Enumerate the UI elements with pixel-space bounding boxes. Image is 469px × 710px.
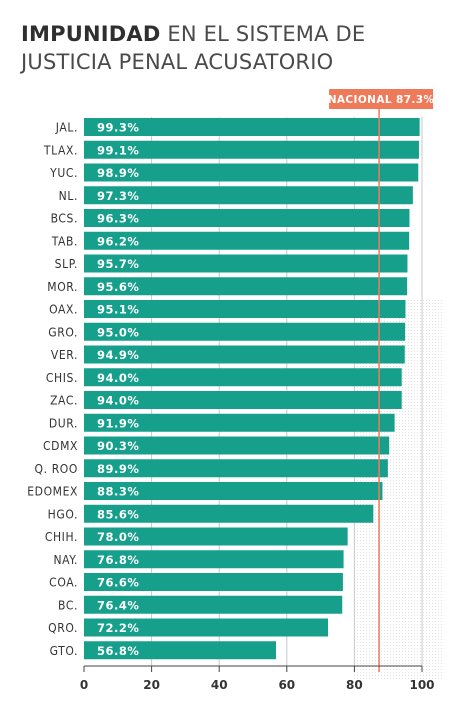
value-label-8: 95.1% — [97, 303, 139, 317]
value-label-18: 78.0% — [97, 530, 139, 544]
reference-label: NACIONAL 87.3% — [328, 94, 435, 106]
title-line2: JUSTICIA PENAL ACUSATORIO — [21, 50, 334, 74]
bar-21 — [84, 595, 343, 614]
category-label-13: DUR. — [49, 416, 78, 430]
x-tick-label-20: 20 — [143, 678, 160, 692]
bar-22 — [84, 618, 329, 637]
x-tick-label-100: 100 — [409, 678, 434, 692]
value-label-21: 76.4% — [97, 598, 139, 612]
bar-0 — [84, 118, 420, 136]
value-label-7: 95.6% — [97, 280, 139, 294]
value-label-6: 95.7% — [97, 257, 139, 271]
category-label-3: NL. — [59, 189, 78, 203]
value-label-5: 96.2% — [97, 234, 139, 248]
category-label-7: MOR. — [47, 280, 78, 294]
bar-14 — [84, 436, 390, 455]
bar-11 — [84, 368, 402, 387]
category-label-4: BCS. — [51, 212, 78, 226]
category-label-1: TLAX. — [43, 143, 78, 157]
bar-8 — [84, 300, 406, 318]
value-label-19: 76.8% — [97, 553, 139, 567]
value-label-13: 91.9% — [97, 416, 139, 430]
category-label-21: BC. — [58, 598, 78, 612]
bar-19 — [84, 550, 344, 569]
bar-17 — [84, 504, 374, 523]
bar-3 — [84, 186, 413, 205]
category-label-9: GRO. — [48, 325, 78, 339]
category-label-6: SLP. — [55, 257, 78, 271]
bar-18 — [84, 527, 348, 546]
bar-7 — [84, 277, 408, 296]
bar-10 — [84, 345, 405, 364]
category-label-12: ZAC. — [50, 394, 78, 408]
title-line1-rest: EN EL SISTEMA DE — [160, 22, 366, 46]
category-label-15: Q. ROO — [35, 462, 78, 476]
value-label-0: 99.3% — [97, 121, 139, 135]
category-label-22: QRO. — [48, 621, 78, 635]
bar-12 — [84, 391, 402, 409]
value-label-15: 89.9% — [97, 462, 139, 476]
bar-6 — [84, 254, 408, 273]
bar-1 — [84, 140, 419, 159]
value-label-2: 98.9% — [97, 166, 139, 180]
x-tick-label-80: 80 — [346, 678, 363, 692]
category-label-23: GTO. — [50, 644, 78, 658]
bar-23 — [84, 641, 276, 660]
category-label-5: TAB. — [51, 234, 78, 248]
x-tick-label-0: 0 — [80, 678, 88, 692]
chart-title: IMPUNIDAD EN EL SISTEMA DE JUSTICIA PENA… — [21, 20, 461, 76]
category-label-19: NAY. — [53, 553, 78, 567]
x-tick-label-40: 40 — [211, 678, 228, 692]
value-label-12: 94.0% — [97, 394, 139, 408]
category-label-10: VER. — [51, 348, 78, 362]
value-label-10: 94.9% — [97, 348, 139, 362]
value-label-4: 96.3% — [97, 212, 139, 226]
bar-9 — [84, 322, 406, 341]
bar-20 — [84, 573, 343, 591]
x-tick-label-60: 60 — [278, 678, 295, 692]
title-bold: IMPUNIDAD — [21, 22, 161, 46]
category-label-20: COA. — [49, 576, 78, 590]
bar-15 — [84, 459, 388, 478]
value-label-3: 97.3% — [97, 189, 139, 203]
value-label-1: 99.1% — [97, 143, 139, 157]
category-label-2: YUC. — [49, 166, 78, 180]
bar-13 — [84, 413, 395, 432]
bar-16 — [84, 482, 383, 500]
value-label-16: 88.3% — [97, 485, 139, 499]
category-label-8: OAX. — [49, 303, 78, 317]
category-label-18: CHIH. — [45, 530, 78, 544]
value-label-9: 95.0% — [97, 325, 139, 339]
category-label-14: CDMX — [43, 439, 78, 453]
category-label-0: JAL. — [55, 121, 78, 135]
value-label-22: 72.2% — [97, 621, 139, 635]
category-label-17: HGO. — [48, 507, 78, 521]
value-label-23: 56.8% — [97, 644, 139, 658]
value-label-11: 94.0% — [97, 371, 139, 385]
bar-4 — [84, 209, 410, 227]
bar-5 — [84, 231, 410, 250]
value-label-20: 76.6% — [97, 576, 139, 590]
value-label-17: 85.6% — [97, 507, 139, 521]
category-label-11: CHIS. — [46, 371, 78, 385]
reference-label-box — [329, 89, 434, 109]
category-label-16: EDOMEX — [27, 485, 78, 499]
value-label-14: 90.3% — [97, 439, 139, 453]
bar-2 — [84, 163, 419, 182]
